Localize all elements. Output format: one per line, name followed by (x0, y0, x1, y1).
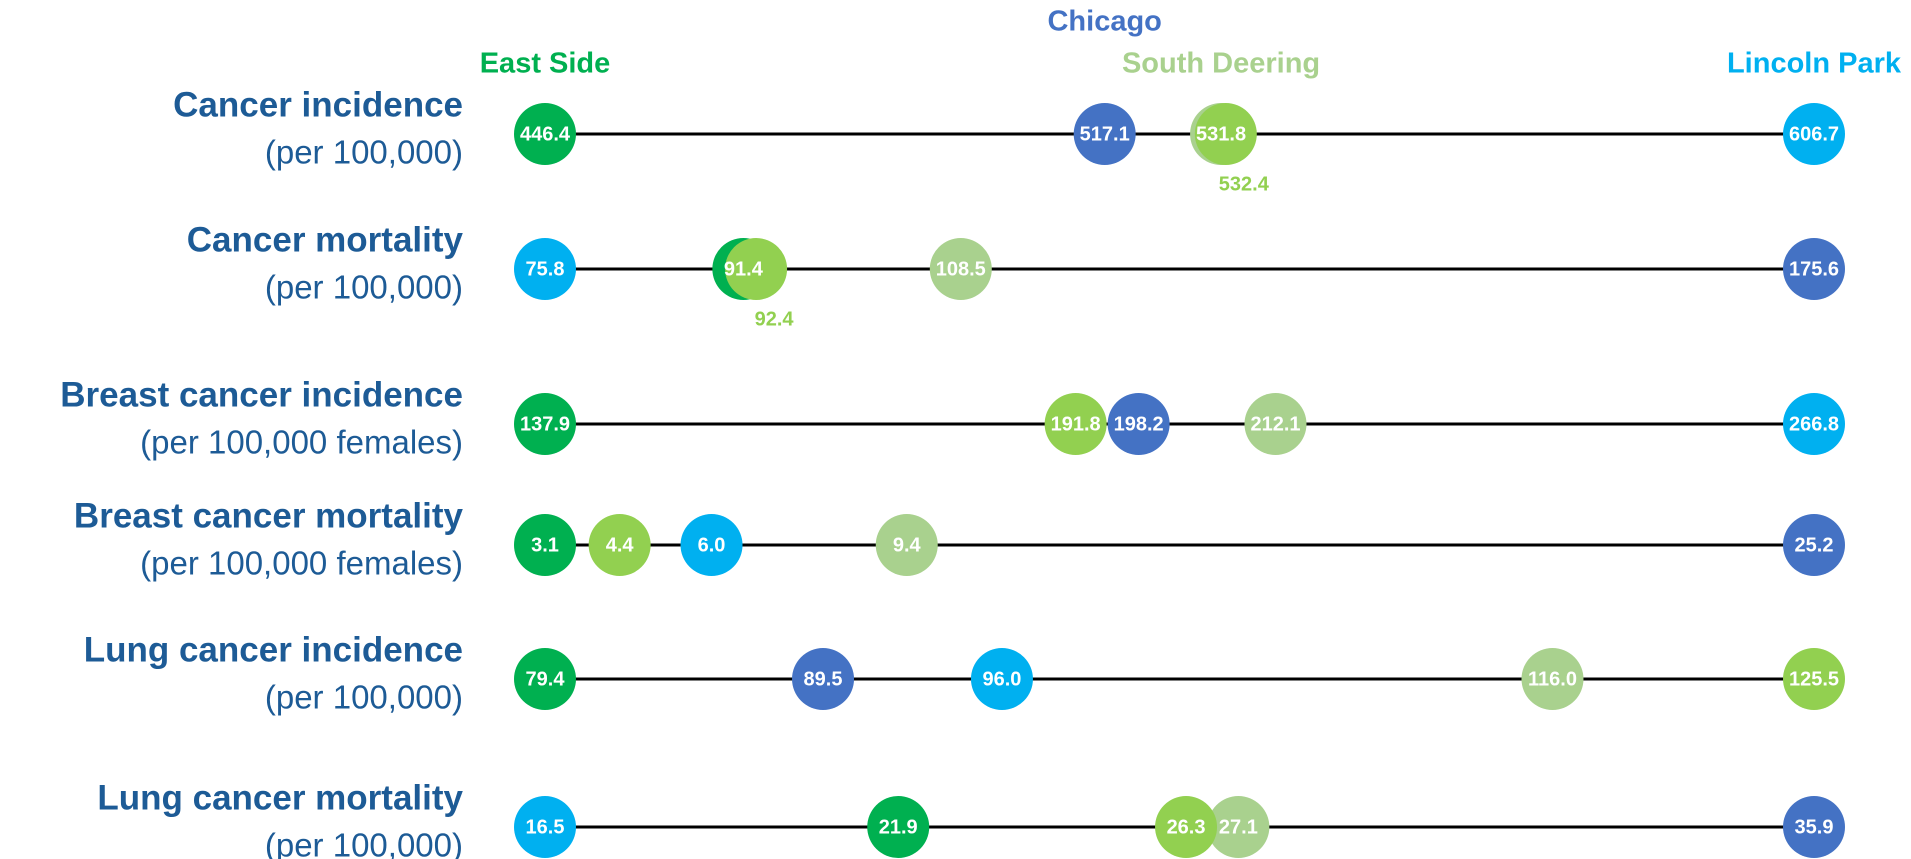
value-label: 116.0 (1528, 668, 1577, 690)
value-label: 21.9 (879, 816, 918, 838)
value-label: 175.6 (1789, 258, 1839, 280)
dot (1244, 393, 1307, 455)
legend-label: East Side (480, 48, 611, 80)
value-label: 198.2 (1114, 413, 1164, 435)
row-title: Breast cancer mortality (74, 496, 464, 535)
dot (514, 238, 576, 300)
dot (1107, 393, 1170, 455)
row-title: Breast cancer incidence (60, 375, 463, 414)
value-label: 4.4 (606, 534, 635, 556)
value-label: 266.8 (1789, 413, 1839, 435)
value-label: 92.4 (755, 308, 795, 330)
dot (680, 514, 743, 576)
row-title: Cancer mortality (187, 220, 464, 259)
legend-label: South Deering (1122, 48, 1320, 80)
value-label: 91.4 (724, 258, 764, 280)
value-label: 6.0 (698, 534, 726, 556)
dot (1783, 648, 1845, 710)
dot (1783, 103, 1845, 165)
dot (1783, 238, 1845, 300)
value-label: 125.5 (1789, 668, 1839, 690)
dot (514, 796, 576, 858)
dot (588, 514, 651, 576)
value-label: 137.9 (520, 413, 570, 435)
value-label: 532.4 (1219, 173, 1270, 195)
dot (929, 238, 992, 300)
value-label: 446.4 (520, 123, 571, 145)
row-unit: (per 100,000 females) (140, 545, 463, 582)
row-title: Lung cancer incidence (84, 630, 463, 669)
value-label: 212.1 (1250, 413, 1300, 435)
dot (875, 514, 938, 576)
dot (1073, 103, 1136, 165)
value-label: 108.5 (936, 258, 986, 280)
dot (1194, 103, 1257, 165)
row-unit: (per 100,000) (265, 679, 463, 716)
value-label: 16.5 (526, 816, 565, 838)
dot (1783, 514, 1845, 576)
row-unit: (per 100,000) (265, 269, 463, 306)
dot (1783, 393, 1845, 455)
dot (1155, 796, 1218, 858)
dot (792, 648, 855, 710)
row-unit: (per 100,000) (265, 134, 463, 171)
dot (867, 796, 930, 858)
value-label: 26.3 (1167, 816, 1206, 838)
dot (725, 238, 788, 300)
value-label: 79.4 (526, 668, 566, 690)
legend-label: Chicago (1047, 6, 1161, 38)
dot (514, 393, 576, 455)
value-label: 3.1 (531, 534, 559, 556)
value-label: 606.7 (1789, 123, 1839, 145)
value-label: 96.0 (982, 668, 1021, 690)
value-label: 191.8 (1051, 413, 1101, 435)
legend-label: Lincoln Park (1727, 48, 1902, 80)
value-label: 25.2 (1795, 534, 1834, 556)
dot (1207, 796, 1270, 858)
row-title: Lung cancer mortality (97, 778, 463, 817)
row-unit: (per 100,000 females) (140, 424, 463, 461)
value-label: 9.4 (893, 534, 922, 556)
dot (1044, 393, 1107, 455)
value-label: 89.5 (804, 668, 843, 690)
dot (514, 103, 576, 165)
value-label: 35.9 (1795, 816, 1834, 838)
value-label: 27.1 (1219, 816, 1258, 838)
row-title: Cancer incidence (173, 85, 463, 124)
value-label: 531.8 (1196, 123, 1246, 145)
dot (970, 648, 1033, 710)
row-unit: (per 100,000) (265, 827, 463, 859)
dot (1783, 796, 1845, 858)
dot (514, 514, 576, 576)
dot (514, 648, 576, 710)
value-label: 75.8 (526, 258, 565, 280)
dot (1521, 648, 1584, 710)
value-label: 517.1 (1080, 123, 1130, 145)
